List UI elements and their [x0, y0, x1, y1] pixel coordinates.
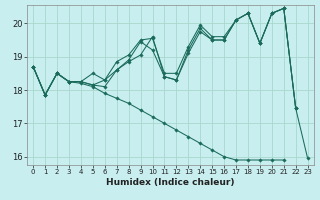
- X-axis label: Humidex (Indice chaleur): Humidex (Indice chaleur): [106, 178, 235, 187]
